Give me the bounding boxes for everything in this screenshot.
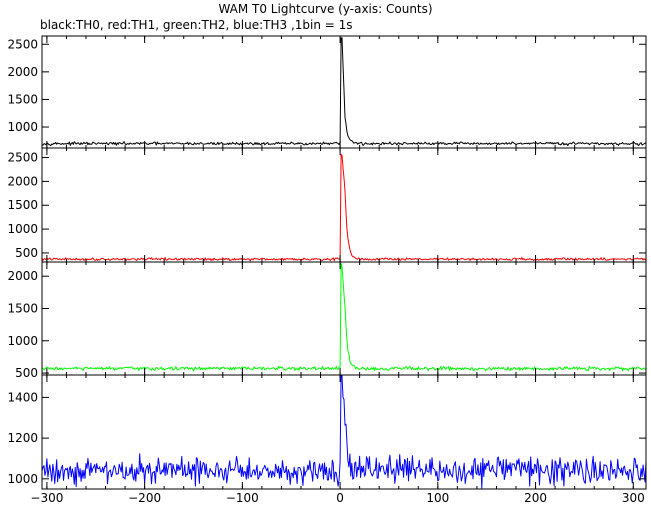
y-tick-label: 500	[15, 366, 38, 380]
y-tick-label: 2500	[7, 37, 38, 51]
y-tick-label: 1500	[7, 301, 38, 315]
series-line-th0	[41, 37, 647, 147]
panel-frame-th1	[41, 147, 647, 263]
x-tick-label: 300	[622, 491, 645, 505]
x-tick-label: 100	[426, 491, 449, 505]
series-line-th1	[41, 153, 647, 262]
y-tick-label: 1000	[7, 472, 38, 486]
y-tick-label: 1000	[7, 222, 38, 236]
y-tick-label: 500	[15, 246, 38, 260]
y-tick-label: 2000	[7, 174, 38, 188]
x-tick-label: −200	[128, 491, 161, 505]
y-tick-label: 2000	[7, 269, 38, 283]
y-tick-label: 1000	[7, 120, 38, 134]
chart-subtitle: black:TH0, red:TH1, green:TH2, blue:TH3 …	[40, 18, 353, 32]
y-tick-label: 1400	[7, 390, 38, 404]
series-line-th2	[41, 262, 647, 372]
x-tick-label: 0	[336, 491, 344, 505]
y-tick-label: 2000	[7, 65, 38, 79]
y-tick-label: 1000	[7, 334, 38, 348]
x-tick-label: −100	[226, 491, 259, 505]
x-tick-label: 200	[524, 491, 547, 505]
y-tick-label: 1500	[7, 92, 38, 106]
series-line-th3	[41, 374, 647, 489]
panel-frame-th2	[41, 261, 647, 376]
panel-frame-th3	[41, 374, 647, 490]
x-tick-label: −300	[30, 491, 63, 505]
y-tick-label: 1500	[7, 198, 38, 212]
y-tick-label: 2500	[7, 151, 38, 165]
y-tick-label: 1200	[7, 431, 38, 445]
chart-title: WAM T0 Lightcurve (y-axis: Counts)	[218, 2, 433, 16]
